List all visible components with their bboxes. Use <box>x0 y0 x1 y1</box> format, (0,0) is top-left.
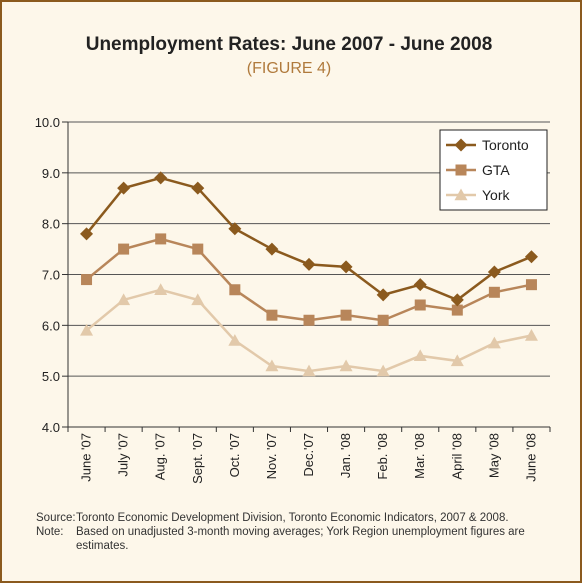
data-point-york <box>191 293 205 306</box>
data-point-york <box>154 283 168 295</box>
data-point-york <box>117 293 131 306</box>
source-note: Source: Toronto Economic Development Div… <box>36 511 571 525</box>
x-tick-label: Aug. '07 <box>153 433 168 480</box>
data-point-toronto <box>191 181 205 195</box>
x-tick-label: Nov. '07 <box>264 433 279 479</box>
data-point-toronto <box>413 278 427 292</box>
series-line-gta <box>85 237 532 322</box>
data-point-york <box>524 329 538 341</box>
x-tick-label: May '08 <box>486 433 501 478</box>
line-chart: 4.0 5.0 6.0 7.0 8.0 9.0 10.0 June '07 July '07 Au… <box>35 115 551 484</box>
legend-marker-gta <box>455 164 467 176</box>
data-point-toronto <box>302 257 316 271</box>
y-tick-label: 10.0 <box>35 115 60 130</box>
legend-label-york: York <box>482 187 511 203</box>
data-point-toronto <box>154 171 168 185</box>
data-point-york <box>265 359 279 372</box>
data-point-york <box>302 364 316 377</box>
x-tick-label: Jan. '08 <box>338 433 353 478</box>
data-point-gta <box>118 243 130 255</box>
data-point-york <box>376 364 390 377</box>
data-point-gta <box>229 284 241 296</box>
x-tick-label: July '07 <box>116 433 131 477</box>
y-tick-label: 8.0 <box>42 217 60 232</box>
data-point-toronto <box>228 222 242 236</box>
legend-label-gta: GTA <box>482 162 510 178</box>
x-tick-label: Dec.'07 <box>301 433 316 477</box>
source-text: Toronto Economic Development Division, T… <box>76 512 509 524</box>
note-text: Based on unadjusted 3-month moving avera… <box>76 526 525 552</box>
footnotes: Source: Toronto Economic Development Div… <box>36 511 571 553</box>
data-point-gta <box>192 243 204 255</box>
series-line-york <box>85 288 532 373</box>
data-point-gta <box>451 304 463 316</box>
data-point-toronto <box>80 227 94 241</box>
data-point-york <box>413 349 427 362</box>
y-tick-label: 7.0 <box>42 268 60 283</box>
x-tick-label: April '08 <box>449 433 464 480</box>
data-point-toronto <box>487 265 501 279</box>
y-tick-label: 9.0 <box>42 166 60 181</box>
x-tick-label: Oct. '07 <box>227 433 242 477</box>
data-point-gta <box>266 309 278 321</box>
x-tick-label: Mar. '08 <box>412 433 427 479</box>
data-point-york <box>339 359 353 372</box>
x-tick-label: Sept. '07 <box>190 433 205 484</box>
chart-subtitle: (FIGURE 4) <box>246 60 332 77</box>
data-point-toronto <box>339 260 353 274</box>
data-point-gta <box>340 309 352 321</box>
data-point-toronto <box>524 250 538 264</box>
x-tick-label: June '08 <box>523 433 538 482</box>
data-point-toronto <box>376 288 390 302</box>
data-point-gta <box>377 314 389 326</box>
y-tick-label: 4.0 <box>42 420 60 435</box>
legend-marker-toronto <box>454 138 468 152</box>
methodology-note: Note: Based on unadjusted 3-month moving… <box>36 525 571 553</box>
note-label: Note: <box>36 526 64 538</box>
legend-marker-york <box>454 188 468 201</box>
data-point-york <box>487 336 501 349</box>
x-tick-label: June '07 <box>79 433 94 482</box>
data-point-toronto <box>265 242 279 256</box>
data-point-gta <box>525 279 537 291</box>
data-point-york <box>450 354 464 367</box>
data-point-gta <box>81 274 93 286</box>
legend-label-toronto: Toronto <box>482 137 529 153</box>
y-tick-label: 6.0 <box>42 318 60 333</box>
data-point-york <box>80 323 94 336</box>
data-point-toronto <box>117 181 131 195</box>
data-point-gta <box>303 314 315 326</box>
data-point-york <box>228 334 242 346</box>
y-tick-label: 5.0 <box>42 369 60 384</box>
data-point-gta <box>488 286 500 298</box>
data-point-gta <box>155 233 167 245</box>
source-label: Source: <box>36 512 76 524</box>
chart-title: Unemployment Rates: June 2007 - June 200… <box>85 34 493 55</box>
x-tick-label: Feb. '08 <box>375 433 390 480</box>
data-point-toronto <box>450 293 464 307</box>
data-point-gta <box>414 299 426 311</box>
